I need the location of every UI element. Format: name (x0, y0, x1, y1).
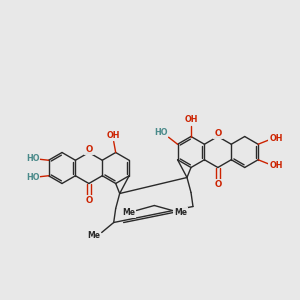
Text: HO: HO (154, 128, 167, 137)
Text: OH: OH (184, 115, 198, 124)
Text: OH: OH (107, 131, 120, 140)
Text: Me: Me (174, 208, 187, 217)
Text: OH: OH (269, 161, 283, 170)
Text: Me: Me (87, 231, 100, 240)
Text: HO: HO (26, 173, 39, 182)
Text: OH: OH (269, 134, 283, 143)
Text: Me: Me (122, 208, 135, 217)
Text: O: O (85, 196, 92, 205)
Text: O: O (85, 145, 92, 154)
Text: O: O (214, 129, 221, 138)
Text: HO: HO (26, 154, 39, 163)
Text: O: O (214, 180, 221, 189)
